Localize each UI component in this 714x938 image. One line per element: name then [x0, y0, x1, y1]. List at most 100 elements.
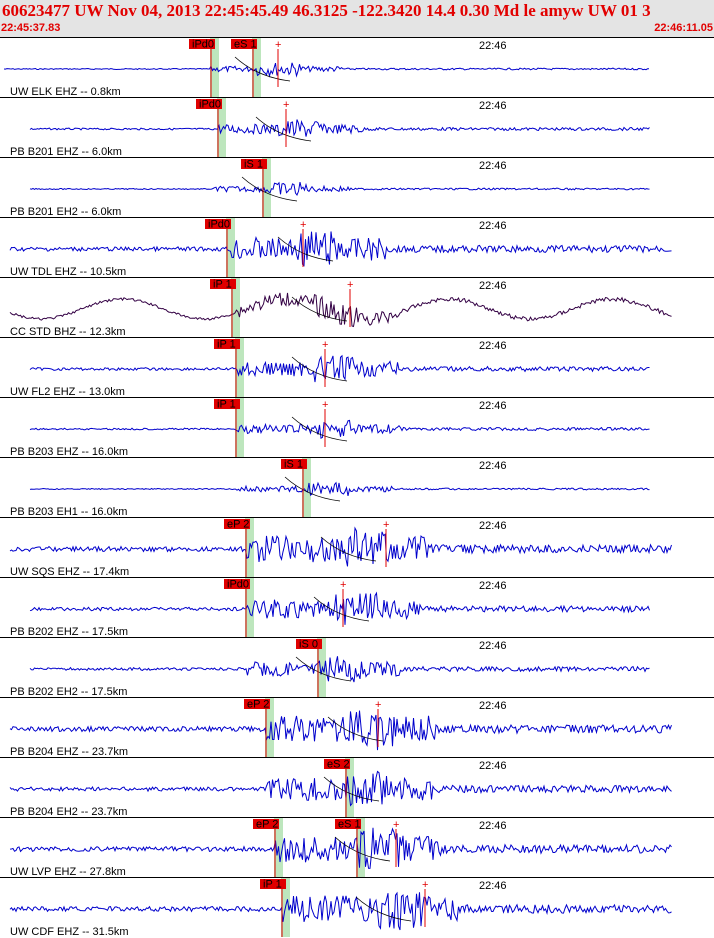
- station-label: PB B201 EH2 -- 6.0km: [10, 206, 121, 218]
- event-title: 60623477 UW Nov 04, 2013 22:45:45.49 46.…: [2, 1, 651, 20]
- pick-window: [345, 758, 354, 817]
- pick-label[interactable]: eP 2: [253, 819, 279, 831]
- time-marker: 22:46: [479, 100, 507, 112]
- pick-label[interactable]: iS 0: [296, 639, 322, 651]
- trace-panel[interactable]: iS 1 22:46 PB B203 EH1 -- 16.0km: [0, 457, 714, 519]
- time-marker: 22:46: [479, 280, 507, 292]
- trace-panel[interactable]: iS 1 22:46 PB B201 EH2 -- 6.0km: [0, 157, 714, 219]
- pick-label[interactable]: iP 1: [214, 399, 240, 411]
- time-marker: 22:46: [479, 460, 507, 472]
- pick-label[interactable]: iP 1: [210, 279, 236, 291]
- pick-window: [235, 338, 244, 397]
- pick-label-box: [260, 879, 286, 889]
- pick-label[interactable]: iS 1: [281, 459, 307, 471]
- pick-label-text: iS 1: [244, 159, 263, 171]
- pick-label[interactable]: iPd0: [224, 579, 250, 591]
- trace-panel[interactable]: eP 2 eS 1 +22:46 UW LVP EHZ -- 27.8km: [0, 817, 714, 879]
- time-marker: 22:46: [479, 400, 507, 412]
- trace-panel[interactable]: iS 0 22:46 PB B202 EH2 -- 17.5km: [0, 637, 714, 699]
- trace-panel[interactable]: iPd0 +22:46 PB B201 EHZ -- 6.0km: [0, 97, 714, 159]
- trace-panel[interactable]: iP 1 +22:46 UW CDF EHZ -- 31.5km: [0, 877, 714, 938]
- amplitude-plus: +: [393, 819, 399, 831]
- trace-panel[interactable]: iPd0 +22:46 PB B202 EHZ -- 17.5km: [0, 577, 714, 639]
- pick-label[interactable]: iS 1: [241, 159, 267, 171]
- moveout-curve: [291, 356, 348, 382]
- waveform: [29, 591, 650, 625]
- pick-label-box: [224, 519, 250, 529]
- time-marker: 22:46: [479, 340, 507, 352]
- pick-label-box: [214, 339, 240, 349]
- station-label: UW FL2 EHZ -- 13.0km: [10, 386, 125, 398]
- time-marker: 22:46: [479, 760, 507, 772]
- pick-label-box: [224, 579, 250, 589]
- waveform: [29, 419, 650, 440]
- pick-label-box: [210, 279, 236, 289]
- window-end-time: 22:46:11.05: [654, 22, 713, 34]
- pick-label[interactable]: eS 1: [335, 819, 361, 831]
- pick-label-box: [324, 759, 350, 769]
- pick-window: [252, 38, 261, 97]
- moveout-curve: [320, 536, 377, 562]
- amplitude-plus: +: [322, 399, 328, 411]
- pick-label-text: eP 2: [256, 819, 278, 831]
- station-label: PB B203 EHZ -- 16.0km: [10, 446, 128, 458]
- pick-label[interactable]: eS 2: [324, 759, 350, 771]
- waveform: [29, 481, 650, 497]
- time-marker: 22:46: [479, 880, 507, 892]
- pick-window: [245, 578, 254, 637]
- pick-label-text: iPd0: [227, 579, 249, 591]
- trace-panel[interactable]: iP 1 +22:46 CC STD BHZ -- 12.3km: [0, 277, 714, 339]
- pick-label-box: [214, 399, 240, 409]
- pick-label-text: eS 2: [327, 759, 350, 771]
- waveform: [29, 354, 650, 383]
- pick-label[interactable]: eP 2: [244, 699, 270, 711]
- amplitude-plus: +: [300, 219, 306, 231]
- pick-label[interactable]: eS 1: [231, 39, 257, 51]
- pick-label-box: [189, 39, 215, 49]
- station-label: UW SQS EHZ -- 17.4km: [10, 566, 129, 578]
- waveform: [9, 526, 672, 567]
- time-marker: 22:46: [479, 580, 507, 592]
- pick-label-box: [231, 39, 257, 49]
- moveout-curve: [313, 596, 370, 622]
- station-label: UW ELK EHZ -- 0.8km: [10, 86, 121, 98]
- pick-window: [210, 38, 219, 97]
- amplitude-plus: +: [383, 519, 389, 531]
- trace-panel[interactable]: iP 1 +22:46 PB B203 EHZ -- 16.0km: [0, 397, 714, 459]
- pick-label[interactable]: iP 1: [260, 879, 286, 891]
- waveform: [3, 62, 649, 78]
- pick-label-text: eS 1: [338, 819, 361, 831]
- waveform: [9, 231, 672, 267]
- pick-label[interactable]: iPd0: [196, 99, 222, 111]
- pick-label[interactable]: eP 2: [224, 519, 250, 531]
- trace-panel[interactable]: iPd0 +22:46 UW TDL EHZ -- 10.5km: [0, 217, 714, 279]
- trace-panel[interactable]: eP 2 +22:46 UW SQS EHZ -- 17.4km: [0, 517, 714, 579]
- pick-window: [226, 218, 235, 277]
- pick-label[interactable]: iP 1: [214, 339, 240, 351]
- pick-label-text: iS 0: [299, 639, 318, 651]
- amplitude-plus: +: [347, 279, 353, 291]
- pick-window: [217, 98, 226, 157]
- pick-label-text: iPd0: [199, 99, 221, 111]
- pick-label-text: iP 1: [213, 279, 232, 291]
- pick-label-box: [241, 159, 267, 169]
- trace-panel[interactable]: eS 2 22:46 PB B204 EH2 -- 23.7km: [0, 757, 714, 819]
- station-label: PB B202 EHZ -- 17.5km: [10, 626, 128, 638]
- pick-label-box: [244, 699, 270, 709]
- station-label: PB B201 EHZ -- 6.0km: [10, 146, 122, 158]
- pick-window: [265, 698, 274, 757]
- seismogram-panel[interactable]: iPd0 eS 1 +22:46 UW ELK EHZ -- 0.8km iPd0 +22…: [0, 37, 714, 938]
- station-label: CC STD BHZ -- 12.3km: [10, 326, 126, 338]
- pick-label-box: [335, 819, 361, 829]
- moveout-curve: [295, 656, 352, 682]
- trace-panel[interactable]: iP 1 +22:46 UW FL2 EHZ -- 13.0km: [0, 337, 714, 399]
- event-header: 60623477 UW Nov 04, 2013 22:45:45.49 46.…: [0, 0, 714, 37]
- moveout-curve: [323, 776, 380, 802]
- trace-panel[interactable]: iPd0 eS 1 +22:46 UW ELK EHZ -- 0.8km: [0, 37, 714, 99]
- waveform: [9, 710, 672, 751]
- pick-label[interactable]: iPd0: [189, 39, 215, 51]
- waveform: [29, 181, 650, 197]
- trace-panel[interactable]: eP 2 +22:46 PB B204 EHZ -- 23.7km: [0, 697, 714, 759]
- pick-label[interactable]: iPd0: [205, 219, 231, 231]
- time-marker: 22:46: [479, 520, 507, 532]
